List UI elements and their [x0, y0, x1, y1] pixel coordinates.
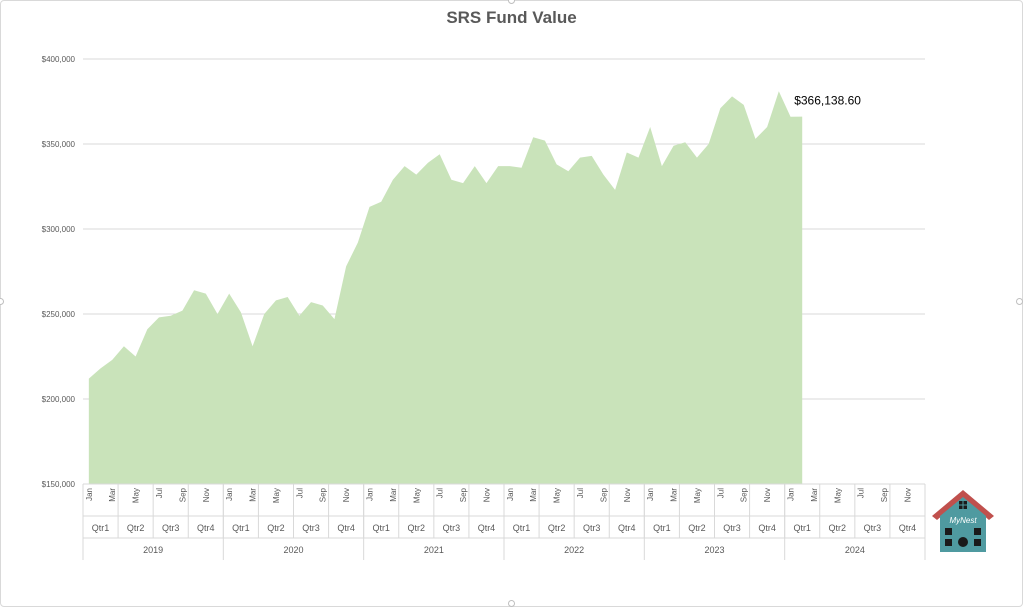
x-quarter-label: Qtr1 [793, 523, 811, 533]
x-month-label: Mar [810, 488, 819, 502]
chart-title: SRS Fund Value [446, 8, 577, 27]
data-label-last: $366,138.60 [794, 94, 861, 108]
x-month-label: Jul [155, 488, 164, 498]
x-month-label: Sep [740, 487, 749, 502]
x-quarter-label: Qtr2 [267, 523, 285, 533]
x-month-label: Mar [529, 488, 538, 502]
x-axis: Jan Mar May Jul Sep Nov Jan Mar May Jul Sep Nov Jan M… [82, 483, 926, 560]
x-month-label: Jul [295, 488, 304, 498]
logo-text: MyNest [949, 516, 977, 525]
x-month-label: May [272, 488, 281, 503]
y-tick-label: $350,000 [42, 140, 76, 149]
x-month-label: Nov [202, 488, 211, 502]
x-month-label: Jan [366, 488, 375, 501]
x-month-label: Jan [225, 488, 234, 501]
x-month-label: Nov [623, 488, 632, 502]
x-month-label: Jan [646, 488, 655, 501]
x-quarter-label: Qtr4 [899, 523, 917, 533]
x-quarter-label: Qtr2 [548, 523, 566, 533]
x-month-label: Sep [178, 487, 187, 502]
x-month-label: Jan [506, 488, 515, 501]
x-quarter-label: Qtr1 [232, 523, 250, 533]
x-month-label: Nov [763, 488, 772, 502]
x-quarter-label: Qtr1 [372, 523, 390, 533]
y-tick-label: $250,000 [42, 310, 76, 319]
x-month-label: Jan [787, 488, 796, 501]
x-month-label: Nov [903, 488, 912, 502]
x-quarter-label: Qtr2 [688, 523, 706, 533]
y-tick-label: $400,000 [42, 55, 76, 64]
x-quarter-label: Qtr3 [864, 523, 882, 533]
x-month-label: May [412, 488, 421, 503]
x-month-label: May [132, 488, 141, 503]
x-quarter-label: Qtr1 [653, 523, 671, 533]
x-month-label: Mar [389, 488, 398, 502]
x-quarter-label: Qtr3 [302, 523, 320, 533]
x-month-label: Mar [670, 488, 679, 502]
x-quarter-label: Qtr1 [92, 523, 110, 533]
x-quarter-label: Qtr2 [829, 523, 847, 533]
x-month-label: Nov [482, 488, 491, 502]
x-year-label: 2023 [704, 545, 724, 555]
x-month-label: Jan [85, 488, 94, 501]
x-month-label: Sep [319, 487, 328, 502]
x-month-label: Nov [342, 488, 351, 502]
mynest-logo: MyNest [930, 486, 996, 556]
x-year-label: 2022 [564, 545, 584, 555]
x-quarter-label: Qtr3 [162, 523, 180, 533]
x-quarter-label: Qtr3 [443, 523, 461, 533]
x-quarter-label: Qtr4 [618, 523, 636, 533]
x-month-label: Jul [716, 488, 725, 498]
x-quarter-label: Qtr3 [583, 523, 601, 533]
x-quarter-label: Qtr3 [723, 523, 741, 533]
x-quarter-label: Qtr4 [337, 523, 355, 533]
resize-handle-left[interactable] [0, 298, 4, 305]
area-series [88, 91, 803, 485]
x-year-label: 2024 [845, 545, 865, 555]
resize-handle-top[interactable] [508, 0, 515, 4]
y-axis-labels: $150,000 $200,000 $250,000 $300,000 $350,000… [42, 55, 76, 489]
x-month-label: Sep [599, 487, 608, 502]
x-month-label: Jul [576, 488, 585, 498]
x-quarter-label: Qtr4 [197, 523, 215, 533]
y-tick-label: $150,000 [42, 480, 76, 489]
x-month-label: Jul [857, 488, 866, 498]
x-quarter-label: Qtr2 [127, 523, 145, 533]
x-quarter-label: Qtr2 [408, 523, 426, 533]
x-month-label: Sep [459, 487, 468, 502]
y-tick-label: $200,000 [42, 395, 76, 404]
x-year-label: 2021 [424, 545, 444, 555]
x-quarter-label: Qtr1 [513, 523, 531, 533]
x-year-label: 2019 [143, 545, 163, 555]
x-year-label: 2020 [283, 545, 303, 555]
x-month-label: May [553, 488, 562, 503]
x-month-label: Jul [436, 488, 445, 498]
x-quarter-label: Qtr4 [478, 523, 496, 533]
x-quarter-label: Qtr4 [758, 523, 776, 533]
y-tick-label: $300,000 [42, 225, 76, 234]
x-month-label: Sep [880, 487, 889, 502]
x-month-label: Mar [108, 488, 117, 502]
x-month-label: May [693, 488, 702, 503]
x-month-label: May [833, 488, 842, 503]
x-month-label: Mar [249, 488, 258, 502]
